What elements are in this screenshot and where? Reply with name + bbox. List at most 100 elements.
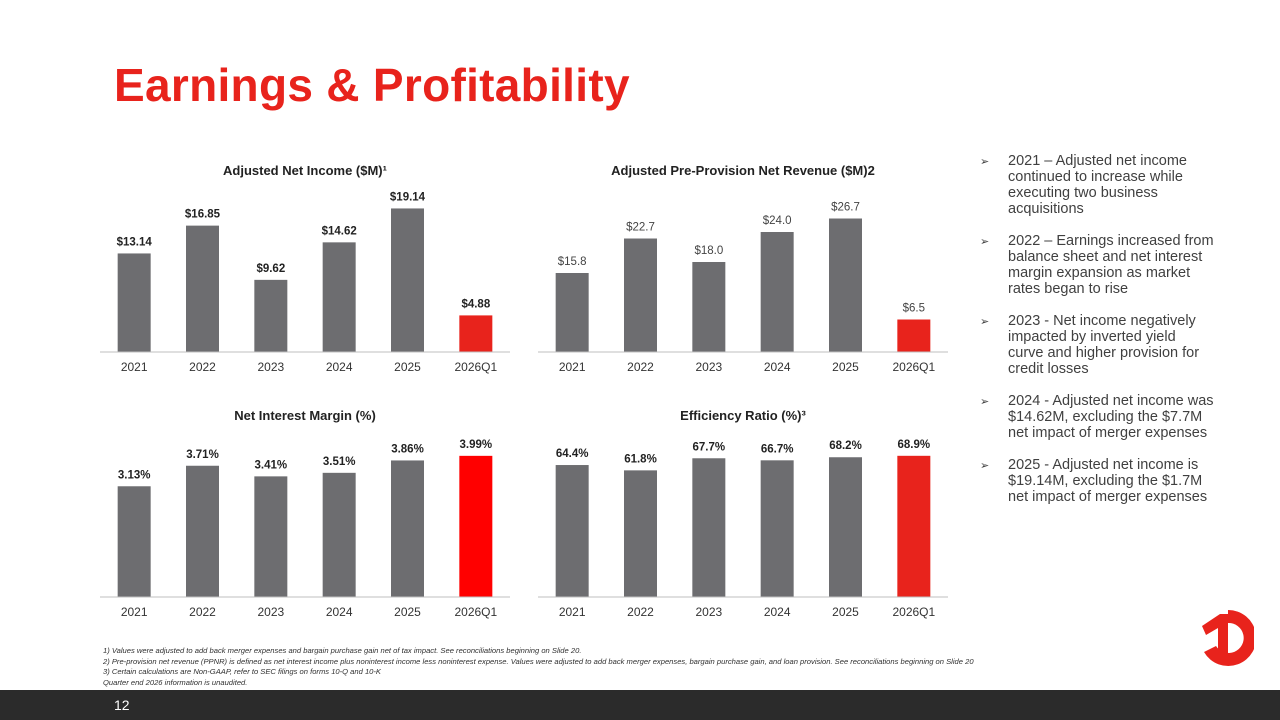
bar bbox=[692, 262, 726, 352]
x-tick-label: 2024 bbox=[326, 605, 353, 619]
data-label: $16.85 bbox=[185, 209, 221, 221]
net-interest-margin-chart: Net Interest Margin (%) 3.13% 2021 3.71% 202… bbox=[100, 403, 510, 625]
x-tick-label: 2025 bbox=[394, 360, 421, 374]
bar bbox=[829, 218, 862, 352]
bar bbox=[322, 242, 356, 352]
x-tick-label: 2024 bbox=[764, 605, 791, 619]
data-label: $4.88 bbox=[461, 298, 490, 310]
data-label: 64.4% bbox=[556, 448, 589, 460]
commentary-list: ➢ 2021 – Adjusted net income continued to… bbox=[980, 153, 1215, 521]
data-label: 3.41% bbox=[255, 459, 288, 471]
data-label: $22.7 bbox=[626, 222, 655, 234]
footer-bar: 12 bbox=[0, 690, 1280, 720]
bar bbox=[897, 319, 931, 352]
bullet-item: ➢ 2024 - Adjusted net income was $14.62M,… bbox=[980, 393, 1214, 441]
adjusted-net-income-svg: Adjusted Net Income ($M)¹ $13.14 2021 $16.8… bbox=[100, 163, 510, 374]
data-label: $19.14 bbox=[390, 191, 426, 203]
bar bbox=[186, 465, 219, 597]
bar bbox=[624, 238, 657, 352]
x-tick-label: 2021 bbox=[559, 605, 586, 619]
x-tick-label: 2022 bbox=[627, 605, 654, 619]
footnote: 1) Values were adjusted to add back merg… bbox=[103, 646, 582, 655]
bar bbox=[459, 315, 493, 352]
bar bbox=[692, 458, 726, 597]
company-logo-icon bbox=[1202, 609, 1254, 666]
bar bbox=[186, 225, 219, 352]
x-tick-label: 2026Q1 bbox=[892, 605, 935, 619]
bar bbox=[555, 273, 589, 352]
x-tick-label: 2023 bbox=[257, 360, 284, 374]
bar bbox=[254, 279, 288, 352]
page-number: 12 bbox=[114, 697, 130, 713]
footnote: 2) Pre-provision net revenue (PPNR) is d… bbox=[103, 656, 974, 666]
chart-title: Adjusted Pre-Provision Net Revenue ($M)2 bbox=[611, 163, 875, 178]
data-label: 3.51% bbox=[323, 456, 356, 468]
footnote: 3) Certain calculations are Non-GAAP, re… bbox=[103, 667, 382, 676]
data-label: $6.5 bbox=[903, 303, 925, 315]
x-tick-label: 2024 bbox=[326, 360, 353, 374]
x-tick-label: 2025 bbox=[394, 605, 421, 619]
efficiency-ratio-chart: Efficiency Ratio (%)³ 64.4% 2021 61.8% 2022 6… bbox=[538, 403, 948, 625]
data-label: 68.2% bbox=[829, 440, 862, 452]
data-label: $14.62 bbox=[322, 225, 357, 237]
bar bbox=[760, 460, 794, 597]
bar bbox=[897, 455, 931, 597]
data-label: 3.13% bbox=[118, 469, 151, 481]
ppnr-chart: Adjusted Pre-Provision Net Revenue ($M)2… bbox=[538, 158, 948, 380]
x-tick-label: 2026Q1 bbox=[454, 605, 497, 619]
arrow-bullet-icon: ➢ bbox=[980, 235, 990, 248]
data-label: $26.7 bbox=[831, 202, 860, 214]
x-tick-label: 2023 bbox=[695, 360, 722, 374]
net-interest-margin-svg: Net Interest Margin (%) 3.13% 2021 3.71% 202… bbox=[100, 408, 510, 619]
x-tick-label: 2022 bbox=[189, 605, 216, 619]
data-label: $9.62 bbox=[256, 263, 285, 275]
data-label: $13.14 bbox=[117, 236, 153, 248]
chart-title: Net Interest Margin (%) bbox=[234, 408, 376, 423]
x-tick-label: 2026Q1 bbox=[892, 360, 935, 374]
adjusted-net-income-chart: Adjusted Net Income ($M)¹ $13.14 2021 $16.8… bbox=[100, 158, 510, 380]
bar bbox=[322, 472, 356, 597]
arrow-bullet-icon: ➢ bbox=[980, 459, 990, 472]
data-label: 67.7% bbox=[693, 441, 726, 453]
x-tick-label: 2025 bbox=[832, 605, 859, 619]
page-title: Earnings & Profitability bbox=[114, 59, 630, 111]
bar bbox=[829, 457, 862, 597]
data-label: 66.7% bbox=[761, 443, 794, 455]
ppnr-svg: Adjusted Pre-Provision Net Revenue ($M)2… bbox=[538, 163, 948, 374]
x-tick-label: 2023 bbox=[695, 605, 722, 619]
x-tick-label: 2022 bbox=[627, 360, 654, 374]
arrow-bullet-icon: ➢ bbox=[980, 315, 990, 328]
bar bbox=[391, 460, 424, 597]
data-label: 68.9% bbox=[898, 439, 931, 451]
bar bbox=[555, 465, 589, 597]
x-tick-label: 2024 bbox=[764, 360, 791, 374]
x-tick-label: 2026Q1 bbox=[454, 360, 497, 374]
data-label: $15.8 bbox=[558, 256, 587, 268]
footnote: Quarter end 2026 information is unaudite… bbox=[103, 677, 248, 687]
data-label: 3.71% bbox=[186, 449, 219, 461]
chart-title: Adjusted Net Income ($M)¹ bbox=[223, 163, 387, 178]
x-tick-label: 2021 bbox=[559, 360, 586, 374]
x-tick-label: 2022 bbox=[189, 360, 216, 374]
x-tick-label: 2025 bbox=[832, 360, 859, 374]
bar bbox=[760, 232, 794, 352]
data-label: 61.8% bbox=[624, 453, 657, 465]
data-label: $18.0 bbox=[694, 245, 723, 257]
x-tick-label: 2021 bbox=[121, 360, 148, 374]
data-label: 3.86% bbox=[391, 443, 424, 455]
bullet-item: ➢ 2021 – Adjusted net income continued to… bbox=[980, 153, 1187, 217]
bullet-item: ➢ 2025 - Adjusted net income is $19.14M, … bbox=[980, 457, 1208, 505]
bar bbox=[391, 208, 424, 352]
bar bbox=[117, 253, 151, 352]
bar bbox=[117, 486, 151, 597]
arrow-bullet-icon: ➢ bbox=[980, 155, 990, 168]
data-label: 3.99% bbox=[460, 439, 493, 451]
bullet-item: ➢ 2022 – Earnings increased from balance … bbox=[980, 233, 1214, 297]
x-tick-label: 2021 bbox=[121, 605, 148, 619]
bar bbox=[459, 455, 493, 597]
bullet-item: ➢ 2023 - Net income negatively impacted b… bbox=[980, 313, 1200, 377]
arrow-bullet-icon: ➢ bbox=[980, 395, 990, 408]
data-label: $24.0 bbox=[763, 215, 792, 227]
chart-title: Efficiency Ratio (%)³ bbox=[680, 408, 806, 423]
footnotes: 1) Values were adjusted to add back merg… bbox=[103, 646, 1223, 688]
